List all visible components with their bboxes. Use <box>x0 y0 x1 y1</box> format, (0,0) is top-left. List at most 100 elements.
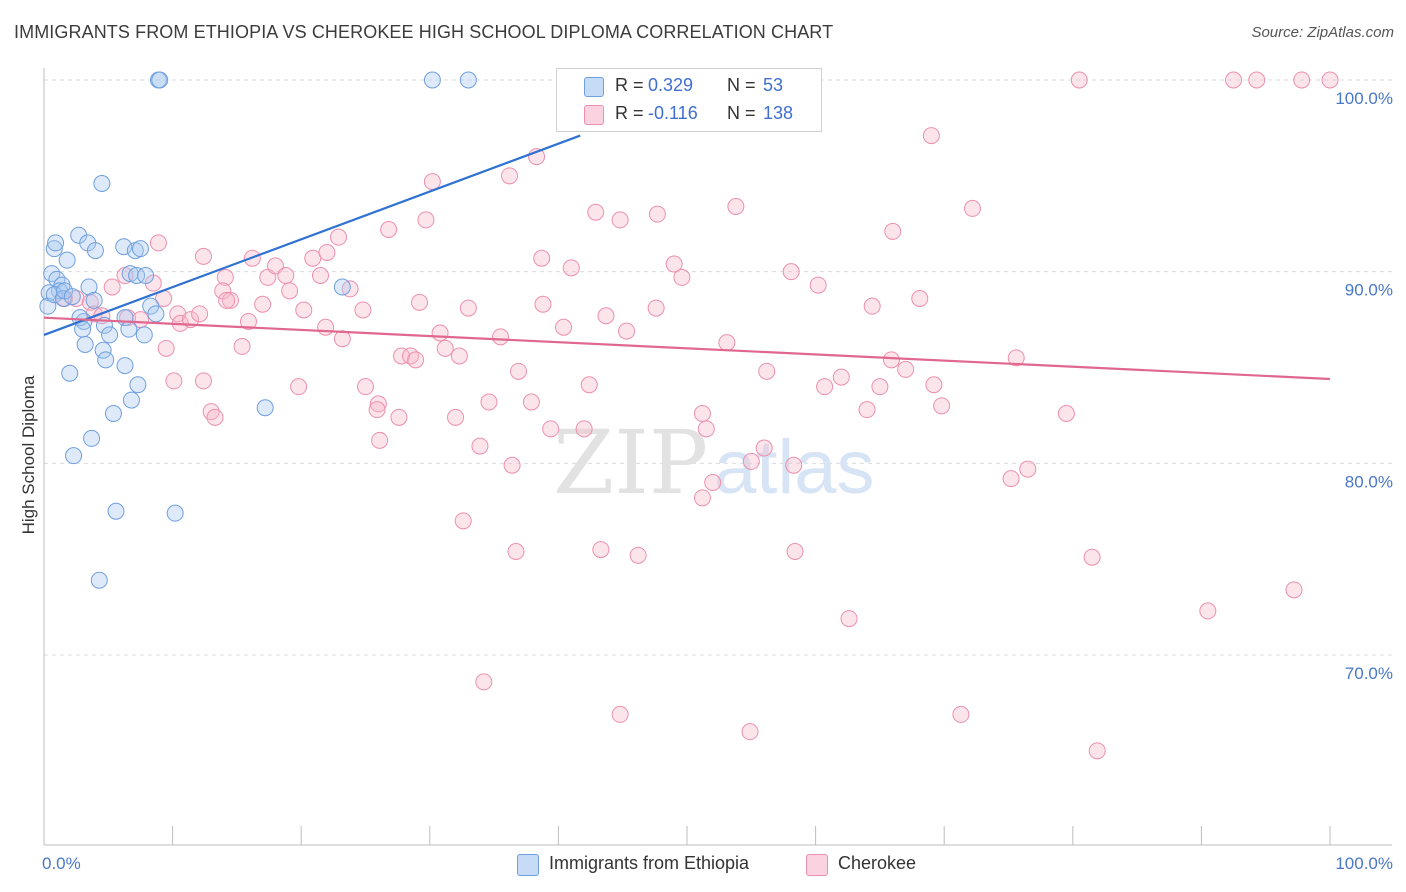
cherokee-point-31 <box>216 268 234 286</box>
cherokee-point-68 <box>555 318 573 336</box>
cherokee-point-133 <box>718 334 736 352</box>
cherokee-point-46 <box>295 301 313 319</box>
cherokee-point-12 <box>587 203 605 221</box>
ethiopia-point-24 <box>80 278 98 296</box>
cherokee-point-110 <box>704 474 722 491</box>
ethiopia-point-20 <box>45 286 63 304</box>
cherokee-point-115 <box>507 543 525 560</box>
y-tick-label-3: 100.0% <box>1335 89 1393 108</box>
cherokee-point-40 <box>281 282 299 300</box>
ethiopia-point-47 <box>256 399 274 417</box>
cherokee-point-119 <box>1083 548 1101 566</box>
ethiopia-point-45 <box>122 391 140 409</box>
ethiopia-point-53 <box>333 278 351 296</box>
cherokee-point-87 <box>871 378 889 396</box>
ethiopia-point-48 <box>83 429 101 447</box>
cherokee-point-47 <box>354 301 372 319</box>
cherokee-point-104 <box>371 431 389 449</box>
y-tick-labels: 70.0% 80.0% 90.0% 100.0% <box>1335 89 1393 683</box>
cherokee-point-106 <box>755 439 773 457</box>
cherokee-point-70 <box>233 337 251 355</box>
cherokee-point-69 <box>157 339 175 357</box>
cherokee-point-96 <box>858 401 876 419</box>
trend-lines <box>43 134 1331 381</box>
cherokee-point-78 <box>1007 349 1025 367</box>
ethiopia-point-39 <box>135 326 153 344</box>
cherokee-point-8 <box>922 127 940 145</box>
ethiopia-point-12 <box>131 240 149 258</box>
cherokee-point-67 <box>492 328 510 346</box>
ethiopia-legend-label: Immigrants from Ethiopia <box>549 853 750 873</box>
cherokee-point-85 <box>369 395 387 413</box>
cherokee-point-71 <box>333 330 351 348</box>
cherokee-point-26 <box>533 249 551 267</box>
ethiopia-point-36 <box>147 305 165 323</box>
y-tick-label-2: 90.0% <box>1345 281 1393 300</box>
ethiopia-point-5 <box>45 240 63 258</box>
cherokee-point-128 <box>522 393 540 411</box>
cherokee-point-127 <box>1088 742 1106 760</box>
cherokee-point-121 <box>1285 581 1303 599</box>
ethiopia-points <box>39 71 477 589</box>
cherokee-legend-label: Cherokee <box>838 853 917 873</box>
cherokee-point-15 <box>648 205 666 223</box>
ethiopia-point-51 <box>166 504 184 522</box>
x-tick-label-0: 0.0% <box>42 854 81 873</box>
cherokee-point-52 <box>647 299 665 317</box>
cherokee-point-131 <box>191 305 209 323</box>
cherokee-point-111 <box>1002 470 1020 488</box>
cherokee-point-21 <box>149 234 167 252</box>
r-label: R = <box>615 75 644 95</box>
ethiopia-point-16 <box>58 251 76 269</box>
cherokee-point-34 <box>277 267 295 284</box>
ethiopia-point-43 <box>61 364 79 382</box>
cherokee-point-53 <box>863 297 881 315</box>
cherokee-point-89 <box>925 376 943 394</box>
x-tick-labels: 0.0% 100.0% <box>42 854 1393 873</box>
x-tick-label-1: 100.0% <box>1335 854 1393 873</box>
cherokee-points <box>56 71 1339 760</box>
cherokee-point-122 <box>840 610 858 628</box>
y-axis-label: High School Diploma <box>19 375 38 534</box>
ethiopia-point-25 <box>85 291 103 309</box>
cherokee-point-18 <box>380 221 398 238</box>
cherokee-point-108 <box>785 456 803 474</box>
chart-source: Source: ZipAtlas.com <box>1251 24 1394 41</box>
cherokee-point-77 <box>882 351 900 369</box>
cherokee-point-19 <box>329 228 347 246</box>
cherokee-point-134 <box>816 378 834 396</box>
cherokee-point-118 <box>786 543 804 560</box>
n-label: N = <box>727 75 756 95</box>
cherokee-point-100 <box>693 405 711 422</box>
cherokee-point-123 <box>475 673 493 691</box>
cherokee-point-66 <box>431 324 449 342</box>
cherokee-point-103 <box>697 420 715 438</box>
ethiopia-point-37 <box>76 336 94 353</box>
ethiopia-point-27 <box>128 267 146 284</box>
cherokee-point-116 <box>592 541 610 559</box>
cherokee-point-112 <box>1019 460 1037 478</box>
ethiopia-point-1 <box>151 71 169 89</box>
ethiopia-point-44 <box>129 376 147 394</box>
cherokee-point-24 <box>304 249 322 267</box>
legend-row-cherokee: R = -0.116 N = 138 <box>557 101 821 127</box>
cherokee-point-93 <box>206 408 224 426</box>
ethiopia-point-40 <box>94 341 112 359</box>
cherokee-point-86 <box>580 376 598 394</box>
ethiopia-point-9 <box>86 242 104 260</box>
cherokee-point-37 <box>103 278 121 296</box>
cherokee-point-75 <box>436 339 454 357</box>
cherokee-point-125 <box>741 723 759 741</box>
cherokee-swatch <box>584 105 604 125</box>
ethiopia-point-35 <box>120 320 138 338</box>
ethiopia-point-23 <box>63 288 81 306</box>
cherokee-point-91 <box>480 393 498 411</box>
stats-legend: R = 0.329 N = 53 R = -0.116 N = 138 <box>556 68 822 132</box>
cherokee-point-105 <box>471 437 489 455</box>
cherokee-point-14 <box>611 211 629 229</box>
cherokee-point-126 <box>952 705 970 723</box>
cherokee-trend-line <box>43 316 1331 381</box>
cherokee-point-65 <box>317 318 335 336</box>
n-value: 138 <box>763 103 794 123</box>
